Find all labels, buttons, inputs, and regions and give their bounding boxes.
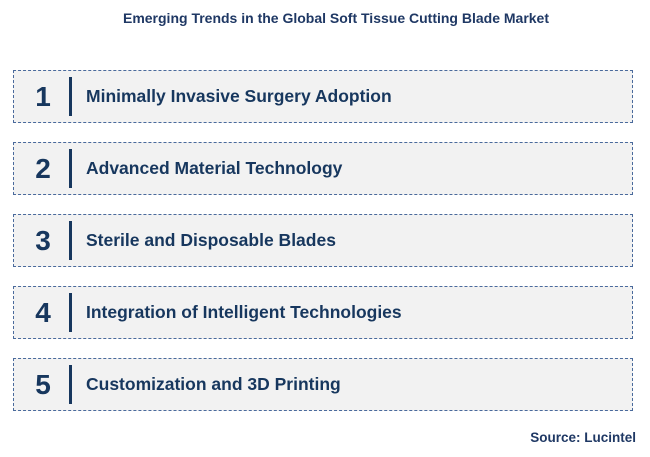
trend-item-2: 2 Advanced Material Technology <box>13 142 633 195</box>
trend-item-5: 5 Customization and 3D Printing <box>13 358 633 411</box>
trend-label: Customization and 3D Printing <box>86 374 341 394</box>
trend-item-3: 3 Sterile and Disposable Blades <box>13 214 633 267</box>
trend-number: 3 <box>35 225 51 256</box>
trend-number: 1 <box>35 81 51 112</box>
trend-divider <box>69 77 72 116</box>
trend-item-1: 1 Minimally Invasive Surgery Adoption <box>13 70 633 123</box>
trend-number: 4 <box>35 297 51 328</box>
source-credit: Source: Lucintel <box>530 430 636 445</box>
trend-divider <box>69 149 72 188</box>
diagram-title: Emerging Trends in the Global Soft Tissu… <box>122 10 550 26</box>
trend-list: 1 Minimally Invasive Surgery Adoption 2 … <box>13 70 633 430</box>
trend-divider <box>69 365 72 404</box>
trend-label: Sterile and Disposable Blades <box>86 230 336 250</box>
trend-label: Integration of Intelligent Technologies <box>86 302 402 322</box>
trend-item-4: 4 Integration of Intelligent Technologie… <box>13 286 633 339</box>
trend-divider <box>69 221 72 260</box>
trend-label: Minimally Invasive Surgery Adoption <box>86 86 392 106</box>
trend-label: Advanced Material Technology <box>86 158 343 178</box>
trend-divider <box>69 293 72 332</box>
trend-number: 2 <box>35 153 51 184</box>
trend-number: 5 <box>35 369 51 400</box>
